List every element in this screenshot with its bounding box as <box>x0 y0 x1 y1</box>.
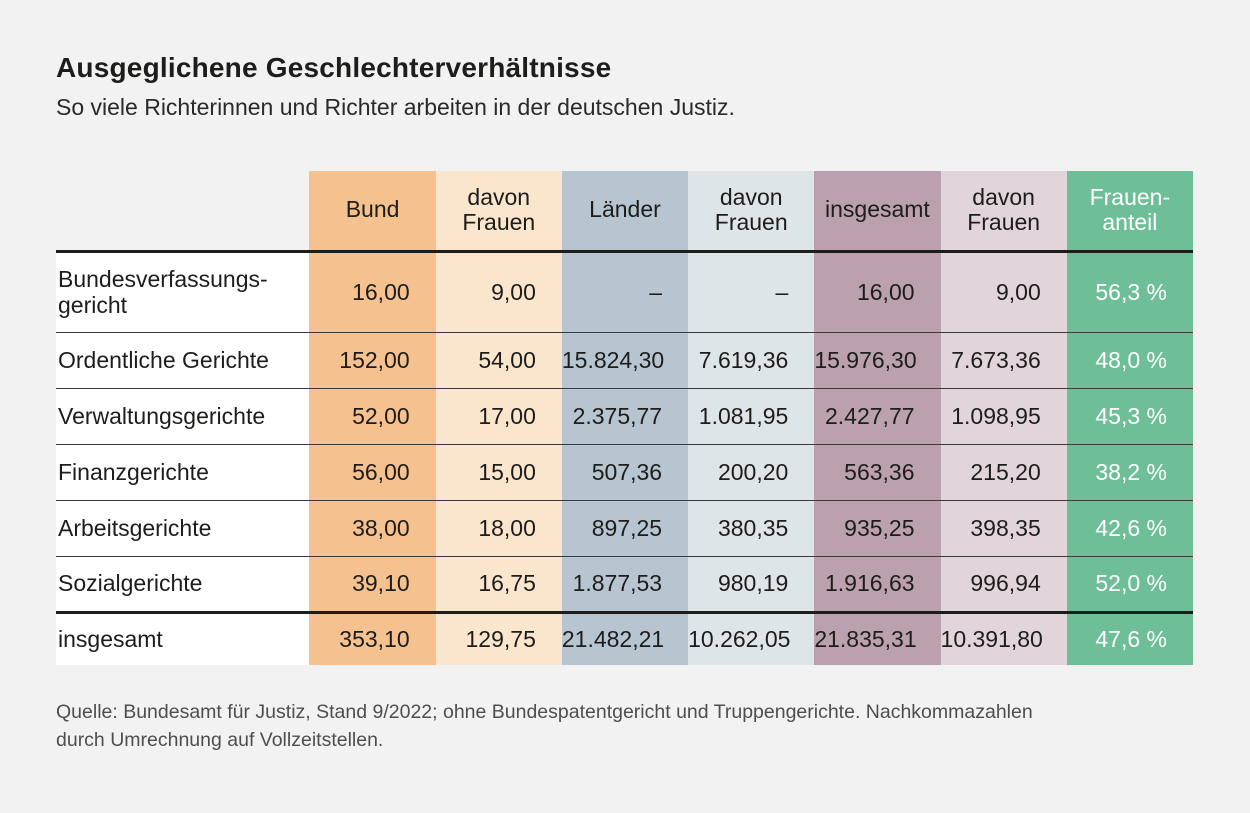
cell-value: 39,10 <box>309 556 436 612</box>
column-header-insgesamt-davon-frauen: davon Frauen <box>940 171 1067 251</box>
cell-value: 215,20 <box>940 444 1067 500</box>
page-title: Ausgeglichene Geschlechterverhältnisse <box>56 52 612 83</box>
cell-value: 935,25 <box>814 500 941 556</box>
cell-value: 21.835,31 <box>814 612 941 665</box>
cell-value: 7.673,36 <box>940 332 1067 388</box>
cell-value: 47,6 % <box>1066 612 1193 665</box>
cell-value: 16,00 <box>814 251 941 332</box>
table-header-row: Bund davon Frauen Länder davon Frauen in… <box>56 171 1193 251</box>
judges-table: Bund davon Frauen Länder davon Frauen in… <box>56 171 1193 665</box>
column-header-laender: Länder <box>561 171 689 251</box>
column-header-bund: Bund <box>309 171 436 251</box>
cell-value: 507,36 <box>561 444 689 500</box>
cell-value: 15,00 <box>435 444 562 500</box>
cell-value: 16,00 <box>309 251 436 332</box>
cell-value: 398,35 <box>940 500 1067 556</box>
cell-value: 48,0 % <box>1066 332 1193 388</box>
row-label: Bundesverfassungs- gericht <box>56 251 310 332</box>
cell-value: 996,94 <box>940 556 1067 612</box>
cell-value: 2.427,77 <box>814 388 941 444</box>
cell-value: 54,00 <box>435 332 562 388</box>
cell-value: 56,3 % <box>1066 251 1193 332</box>
column-header-insgesamt: insgesamt <box>814 171 941 251</box>
row-label: Sozialgerichte <box>56 556 310 612</box>
column-header-bund-davon-frauen: davon Frauen <box>435 171 562 251</box>
table-row-finanzgerichte: Finanzgerichte 56,00 15,00 507,36 200,20… <box>56 444 1193 500</box>
table-row-insgesamt-total: insgesamt 353,10 129,75 21.482,21 10.262… <box>56 612 1193 665</box>
row-label: Verwaltungsgerichte <box>56 388 310 444</box>
cell-value: 42,6 % <box>1066 500 1193 556</box>
cell-value: 38,00 <box>309 500 436 556</box>
cell-value: 52,0 % <box>1066 556 1193 612</box>
cell-value: 52,00 <box>309 388 436 444</box>
cell-value: 45,3 % <box>1066 388 1193 444</box>
cell-value: 980,19 <box>688 556 815 612</box>
cell-value: 15.824,30 <box>561 332 689 388</box>
cell-value: – <box>561 251 689 332</box>
table-row-arbeitsgerichte: Arbeitsgerichte 38,00 18,00 897,25 380,3… <box>56 500 1193 556</box>
cell-value: 15.976,30 <box>814 332 941 388</box>
cell-value: – <box>688 251 815 332</box>
row-label: Ordentliche Gerichte <box>56 332 310 388</box>
cell-value: 1.877,53 <box>561 556 689 612</box>
cell-value: 2.375,77 <box>561 388 689 444</box>
page-subtitle: So viele Richterinnen und Richter arbeit… <box>56 94 735 120</box>
source-note: Quelle: Bundesamt für Justiz, Stand 9/20… <box>56 701 1033 752</box>
cell-value: 1.916,63 <box>814 556 941 612</box>
cell-value: 129,75 <box>435 612 562 665</box>
cell-value: 17,00 <box>435 388 562 444</box>
corner-cell <box>56 171 309 251</box>
cell-value: 1.098,95 <box>940 388 1067 444</box>
cell-value: 38,2 % <box>1066 444 1193 500</box>
cell-value: 10.262,05 <box>688 612 815 665</box>
table-row-sozialgerichte: Sozialgerichte 39,10 16,75 1.877,53 980,… <box>56 556 1193 612</box>
table-row-ordentliche-gerichte: Ordentliche Gerichte 152,00 54,00 15.824… <box>56 332 1193 388</box>
table-row-verwaltungsgerichte: Verwaltungsgerichte 52,00 17,00 2.375,77… <box>56 388 1193 444</box>
row-label: insgesamt <box>56 612 310 665</box>
cell-value: 16,75 <box>435 556 562 612</box>
row-label: Arbeitsgerichte <box>56 500 310 556</box>
cell-value: 9,00 <box>940 251 1067 332</box>
cell-value: 7.619,36 <box>688 332 815 388</box>
cell-value: 897,25 <box>561 500 689 556</box>
cell-value: 1.081,95 <box>688 388 815 444</box>
cell-value: 200,20 <box>688 444 815 500</box>
cell-value: 9,00 <box>435 251 562 332</box>
cell-value: 18,00 <box>435 500 562 556</box>
cell-value: 353,10 <box>309 612 436 665</box>
cell-value: 152,00 <box>309 332 436 388</box>
cell-value: 56,00 <box>309 444 436 500</box>
column-header-laender-davon-frauen: davon Frauen <box>688 171 815 251</box>
cell-value: 10.391,80 <box>940 612 1067 665</box>
cell-value: 21.482,21 <box>561 612 689 665</box>
column-header-frauenanteil: Frauen- anteil <box>1066 171 1193 251</box>
cell-value: 380,35 <box>688 500 815 556</box>
row-label: Finanzgerichte <box>56 444 310 500</box>
table-row-bundesverfassungsgericht: Bundesverfassungs- gericht 16,00 9,00 – … <box>56 251 1193 332</box>
cell-value: 563,36 <box>814 444 941 500</box>
